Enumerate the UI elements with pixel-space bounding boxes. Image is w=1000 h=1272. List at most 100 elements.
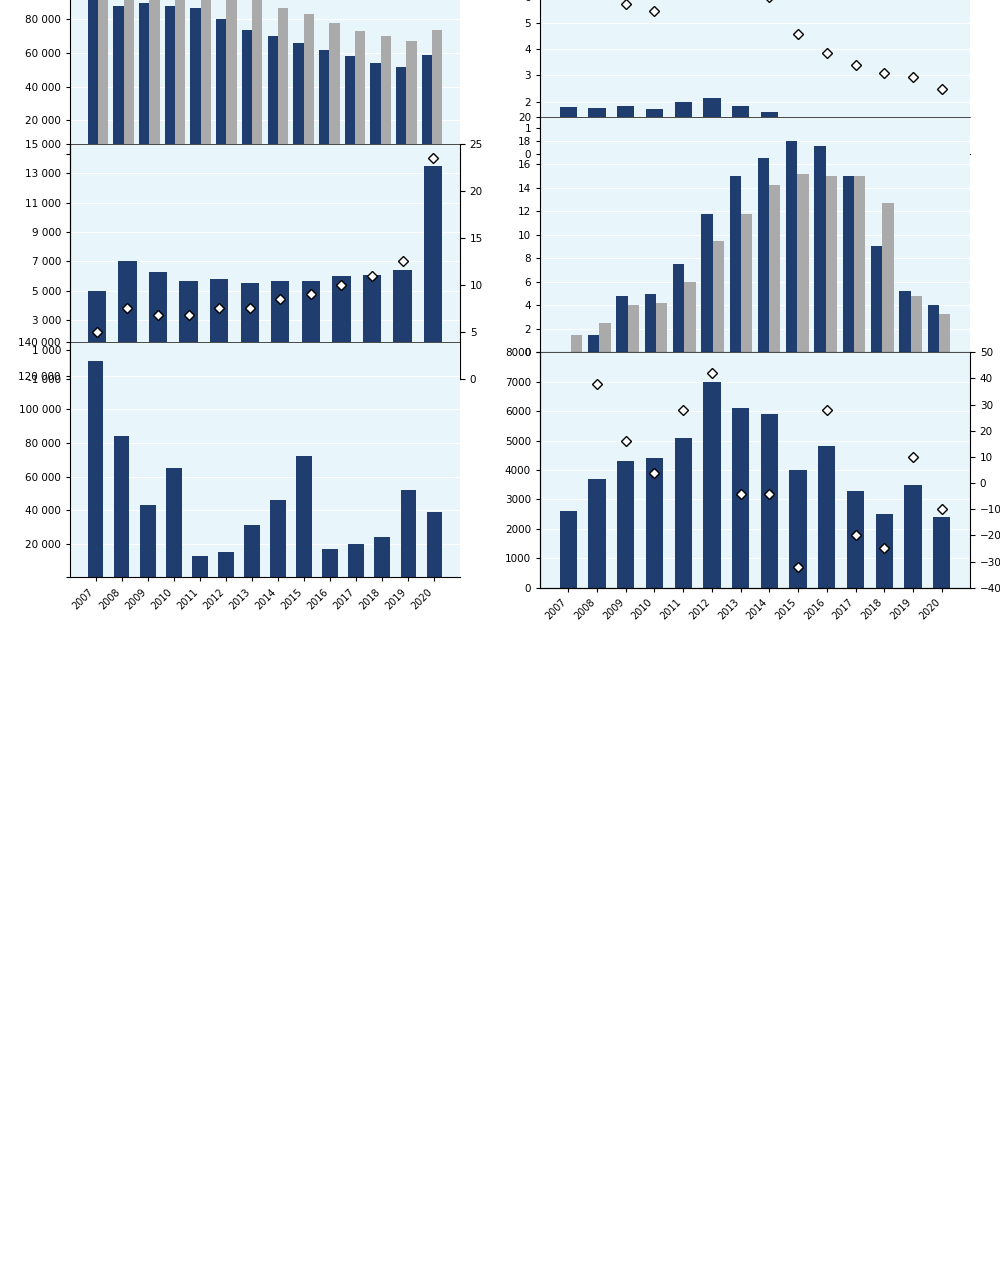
- Bar: [113, 6, 124, 154]
- Bar: [588, 478, 606, 588]
- Bar: [684, 282, 696, 352]
- Bar: [319, 50, 329, 154]
- Bar: [179, 281, 198, 364]
- Bar: [363, 275, 381, 364]
- Bar: [560, 107, 577, 154]
- Bar: [396, 66, 406, 154]
- Bar: [210, 279, 228, 364]
- Bar: [88, 0, 98, 154]
- Bar: [899, 291, 911, 352]
- Bar: [427, 511, 442, 577]
- Bar: [761, 112, 778, 154]
- Bar: [703, 382, 721, 588]
- Bar: [114, 436, 129, 577]
- Bar: [843, 176, 854, 352]
- Bar: [244, 525, 260, 577]
- Bar: [175, 0, 185, 154]
- Text: D. Non-performing loans
Annual, as a percentage  of all loans: D. Non-performing loans Annual, as a per…: [641, 248, 869, 270]
- Bar: [424, 165, 442, 364]
- Bar: [876, 514, 893, 588]
- Text: B. SME interest rate and interest rate spread
Annual, as a percentage and in per: B. SME interest rate and interest rate s…: [599, 50, 911, 71]
- Bar: [617, 462, 634, 588]
- Text: E. Venture capital invested in SMEs
Annual, in EUR million: E. Venture capital invested in SMEs Annu…: [154, 473, 376, 495]
- Bar: [241, 284, 259, 364]
- Legend: Volume government guaranteed SME loans, Government guaranteed loans, % of SME bu: Volume government guaranteed SME loans, …: [83, 324, 387, 355]
- Bar: [332, 276, 351, 364]
- Bar: [675, 438, 692, 588]
- Bar: [786, 140, 797, 352]
- Bar: [560, 511, 577, 588]
- Bar: [797, 173, 809, 352]
- Bar: [381, 36, 391, 154]
- Bar: [814, 146, 826, 352]
- Bar: [673, 265, 684, 352]
- Bar: [149, 272, 167, 364]
- Bar: [588, 335, 599, 352]
- Bar: [761, 415, 778, 588]
- Bar: [190, 8, 201, 154]
- Bar: [296, 457, 312, 577]
- Bar: [703, 98, 721, 154]
- Bar: [588, 108, 606, 154]
- Bar: [646, 109, 663, 154]
- Bar: [355, 32, 365, 154]
- Bar: [304, 14, 314, 154]
- Bar: [370, 64, 381, 154]
- Bar: [818, 446, 835, 588]
- Bar: [242, 29, 252, 154]
- Bar: [201, 0, 211, 154]
- Bar: [741, 214, 752, 352]
- Bar: [329, 23, 340, 154]
- Bar: [854, 176, 865, 352]
- Bar: [732, 106, 749, 154]
- Bar: [599, 323, 611, 352]
- Bar: [882, 204, 894, 352]
- Text: F. Bankruptcies
Annual, number (LHS) and as a percentage  (RHS): F. Bankruptcies Annual, number (LHS) and…: [598, 473, 912, 495]
- Bar: [904, 485, 922, 588]
- Bar: [124, 0, 134, 154]
- Legend: Bankruptcies, SMEs, Bankruptcy growth rate (% year on year): Bankruptcies, SMEs, Bankruptcy growth ra…: [553, 533, 783, 563]
- Text: A. SME and total business loans
Annual, in EUR million: A. SME and total business loans Annual, …: [165, 50, 365, 71]
- Bar: [401, 490, 416, 577]
- Bar: [192, 556, 208, 577]
- Bar: [422, 55, 432, 154]
- Bar: [432, 29, 442, 154]
- Bar: [139, 3, 149, 154]
- Bar: [732, 408, 749, 588]
- Bar: [939, 313, 950, 352]
- Bar: [571, 335, 582, 352]
- Bar: [675, 102, 692, 154]
- Bar: [345, 56, 355, 154]
- Bar: [98, 0, 108, 154]
- Bar: [268, 36, 278, 154]
- Bar: [847, 120, 864, 154]
- Bar: [713, 240, 724, 352]
- Bar: [88, 291, 106, 364]
- Bar: [876, 122, 893, 154]
- Bar: [646, 458, 663, 588]
- Bar: [701, 214, 713, 352]
- Bar: [270, 500, 286, 577]
- Bar: [293, 43, 304, 154]
- Bar: [911, 296, 922, 352]
- Bar: [165, 6, 175, 154]
- Bar: [393, 270, 412, 364]
- Bar: [348, 544, 364, 577]
- Bar: [118, 262, 137, 364]
- Bar: [933, 134, 950, 154]
- Bar: [322, 550, 338, 577]
- Legend: Interest rate spread, Interest rate, SMEs: Interest rate spread, Interest rate, SME…: [554, 112, 826, 127]
- Bar: [826, 176, 837, 352]
- Bar: [789, 118, 807, 154]
- Bar: [140, 505, 156, 577]
- Bar: [218, 552, 234, 577]
- Bar: [628, 305, 639, 352]
- Bar: [928, 305, 939, 352]
- Bar: [271, 281, 289, 364]
- Bar: [88, 361, 103, 577]
- Bar: [818, 125, 835, 154]
- Bar: [278, 8, 288, 154]
- Legend: Non-performing loans, SME, Non-performing loans, total: Non-performing loans, SME, Non-performin…: [554, 310, 910, 326]
- Bar: [166, 468, 182, 577]
- Bar: [789, 471, 807, 588]
